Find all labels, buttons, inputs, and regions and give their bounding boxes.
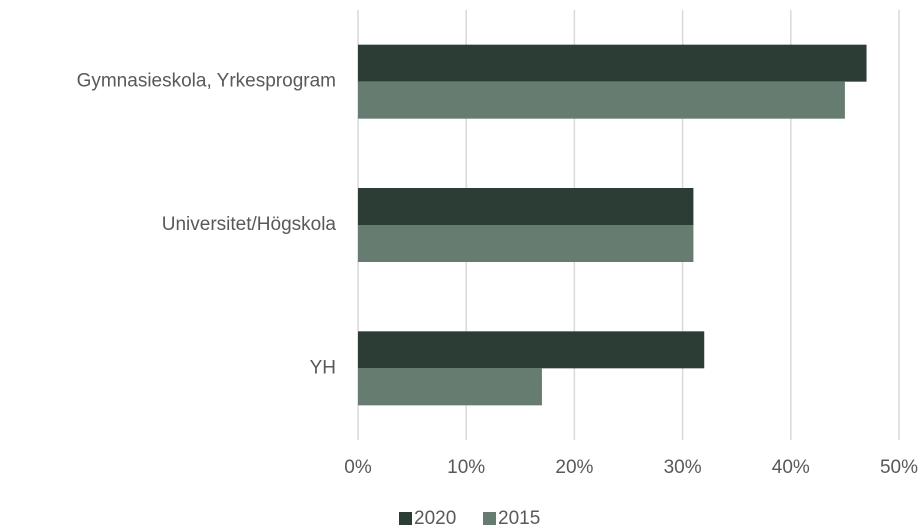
bar xyxy=(358,225,694,262)
y-tick-label: Universitet/Högskola xyxy=(162,214,337,235)
x-tick-label: 50% xyxy=(880,457,918,478)
x-tick-label: 30% xyxy=(664,457,702,478)
x-tick-label: 10% xyxy=(447,457,485,478)
x-tick-label: 20% xyxy=(555,457,593,478)
legend-swatch xyxy=(483,512,496,525)
legend-swatch xyxy=(399,512,412,525)
y-tick-label: YH xyxy=(310,357,336,378)
y-tick-label: Gymnasieskola, Yrkesprogram xyxy=(77,71,336,92)
bar xyxy=(358,81,845,119)
bar xyxy=(358,44,867,82)
bar xyxy=(358,331,705,369)
legend-label: 2020 xyxy=(414,508,456,529)
bar xyxy=(358,188,694,225)
bar xyxy=(358,368,542,406)
legend-label: 2015 xyxy=(498,508,540,529)
x-tick-label: 0% xyxy=(344,457,372,478)
x-tick-label: 40% xyxy=(772,457,810,478)
